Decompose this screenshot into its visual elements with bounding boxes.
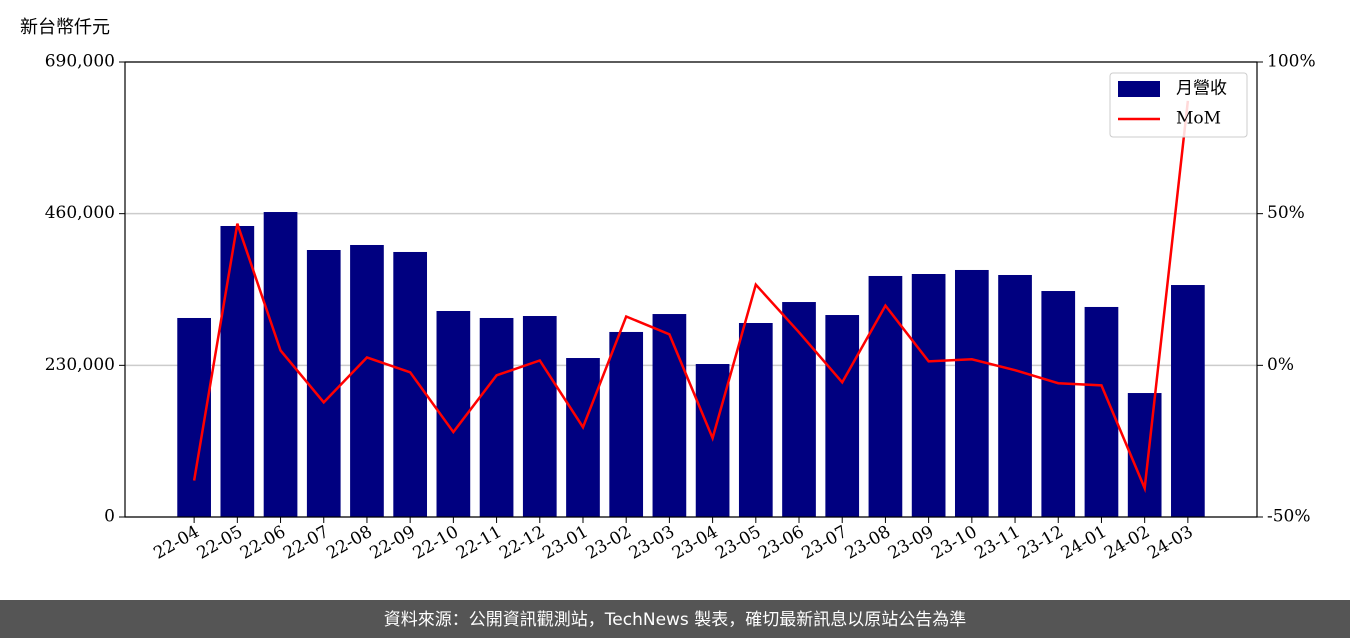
bar xyxy=(652,314,687,517)
x-tick-label: 23-01 xyxy=(539,522,591,564)
x-tick-label: 23-04 xyxy=(669,522,721,564)
x-tick-label: 22-11 xyxy=(453,522,505,564)
x-tick-label: 23-03 xyxy=(626,522,678,564)
x-tick-label: 23-08 xyxy=(842,522,894,564)
bar xyxy=(782,302,816,517)
bar xyxy=(436,310,471,517)
bar xyxy=(350,244,384,517)
y-tick-label: 460,000 xyxy=(45,203,115,223)
bar xyxy=(738,322,773,517)
bar xyxy=(911,274,946,517)
y2-tick-label: 100% xyxy=(1267,52,1316,72)
x-tick-label: 24-01 xyxy=(1058,522,1110,564)
bar xyxy=(522,316,557,517)
y2-tick-label: 0% xyxy=(1267,355,1294,375)
bar xyxy=(566,358,600,517)
x-tick-label: 24-02 xyxy=(1101,522,1153,564)
x-tick-label: 22-08 xyxy=(323,522,375,564)
x-tick-label: 23-07 xyxy=(799,522,851,564)
x-tick-label: 22-06 xyxy=(237,522,289,564)
bar xyxy=(998,274,1032,517)
x-tick-label: 22-12 xyxy=(496,522,548,564)
x-tick-label: 23-09 xyxy=(885,522,937,564)
footer-bar xyxy=(0,600,1350,638)
bar xyxy=(868,275,903,517)
bar xyxy=(306,250,341,517)
bar xyxy=(393,251,428,517)
bar xyxy=(220,225,255,517)
x-tick-label: 22-07 xyxy=(280,522,332,564)
y-tick-label: 0 xyxy=(104,507,115,527)
bar xyxy=(1171,285,1205,517)
x-tick-label: 23-05 xyxy=(712,522,764,564)
x-tick-label: 23-06 xyxy=(755,522,807,564)
y2-tick-label: -50% xyxy=(1267,507,1311,527)
y-axis-label: 新台幣仟元 xyxy=(20,17,110,38)
y2-tick-label: 50% xyxy=(1267,203,1305,223)
x-tick-label: 22-09 xyxy=(366,522,418,564)
legend-swatch xyxy=(1118,81,1160,97)
bar xyxy=(609,331,644,517)
bar xyxy=(954,269,989,517)
footer-text: 資料來源：公開資訊觀測站，TechNews 製表，確切最新訊息以原站公告為準 xyxy=(384,610,966,630)
x-tick-label: 23-12 xyxy=(1015,522,1067,564)
bar xyxy=(479,317,514,517)
x-tick-label: 23-02 xyxy=(582,522,634,564)
legend: 月營收 MoM xyxy=(1109,72,1248,138)
bar xyxy=(1041,291,1076,517)
x-tick-label: 22-10 xyxy=(410,522,462,564)
x-tick-label: 24-03 xyxy=(1144,522,1196,564)
legend-label: MoM xyxy=(1176,109,1221,129)
y-tick-label: 690,000 xyxy=(45,52,115,72)
x-tick-label: 22-05 xyxy=(194,522,246,564)
x-tick-label: 22-04 xyxy=(150,522,202,564)
plot-frame xyxy=(124,61,1258,518)
x-tick-label: 23-11 xyxy=(971,522,1023,564)
x-tick-label: 23-10 xyxy=(928,522,980,564)
y-tick-label: 230,000 xyxy=(45,355,115,375)
bar xyxy=(1127,393,1162,517)
line xyxy=(192,100,1190,494)
bar xyxy=(825,315,860,517)
legend-label: 月營收 xyxy=(1176,79,1227,99)
